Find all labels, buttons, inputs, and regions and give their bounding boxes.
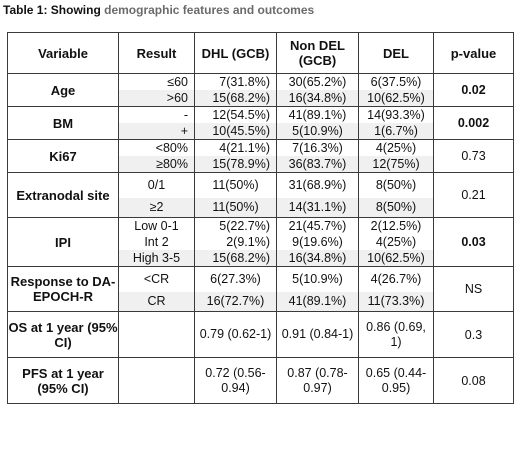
dhl-cell: 12(54.5%): [212, 108, 270, 122]
pvalue-response: NS: [433, 266, 514, 312]
result-cell: +: [119, 123, 194, 139]
result-cell: ≥2: [119, 198, 194, 217]
dhl-cell: 4(21.1%): [219, 141, 270, 155]
header-row: Variable Result DHL (GCB) Non DEL (GCB) …: [7, 32, 514, 74]
demographics-table: Variable Result DHL (GCB) Non DEL (GCB) …: [7, 32, 514, 404]
dhl-cell: 15(78.9%): [195, 156, 276, 172]
del-cell: 2(12.5%): [370, 219, 422, 233]
del-cell: 4(25%): [375, 141, 417, 155]
dhl-cell: 0.79 (0.62-1): [194, 311, 277, 358]
nondel-cell: 0.91 (0.84-1): [276, 311, 359, 358]
table-row-pfs: PFS at 1 year (95% CI) 0.72 (0.56-0.94) …: [7, 357, 514, 404]
dhl-cell: 10(45.5%): [195, 123, 276, 139]
result-cell: <80%: [155, 141, 188, 155]
table-caption: Table 1: Showing demographic features an…: [3, 3, 314, 17]
nondel-cell: 30(65.2%): [288, 75, 347, 89]
del-cell: 12(75%): [359, 156, 433, 172]
variable-ki67: Ki67: [7, 139, 119, 173]
table-row-extranodal: Extranodal site 0/1 ≥2 11(50%) 11(50%) 31(…: [7, 172, 514, 218]
caption-rest: demographic features and outcomes: [104, 3, 315, 17]
nondel-cell: 9(19.6%): [292, 235, 343, 249]
variable-ipi: IPI: [7, 217, 119, 267]
pvalue-os: 0.3: [433, 311, 514, 358]
result-cell: >60: [119, 90, 194, 106]
del-cell: 1(6.7%): [359, 123, 433, 139]
del-cell: 6(37.5%): [370, 75, 422, 89]
result-cell: CR: [119, 292, 194, 311]
del-cell: 0.86 (0.69, 1): [358, 311, 434, 358]
del-cell: 10(62.5%): [359, 250, 433, 266]
nondel-cell: 14(31.1%): [277, 198, 358, 217]
variable-extranodal: Extranodal site: [7, 172, 119, 218]
del-cell: 14(93.3%): [367, 108, 425, 122]
variable-response: Response to DA-EPOCH-R: [7, 266, 119, 312]
nondel-cell: 41(89.1%): [277, 292, 358, 311]
nondel-cell: 31(68.9%): [288, 178, 347, 192]
result-cell: ≤60: [167, 75, 188, 89]
variable-age: Age: [7, 73, 119, 107]
dhl-cell: 7(31.8%): [219, 75, 270, 89]
table-row-ipi: IPI Low 0-1 Int 2 High 3-5 5(22.7%) 2(9.1%)…: [7, 217, 514, 267]
result-empty: [118, 311, 195, 358]
pvalue-pfs: 0.08: [433, 357, 514, 404]
del-cell: 8(50%): [359, 198, 433, 217]
dhl-cell: 0.72 (0.56-0.94): [194, 357, 277, 404]
dhl-cell: 15(68.2%): [195, 90, 276, 106]
result-cell: High 3-5: [119, 250, 194, 266]
nondel-cell: 21(45.7%): [288, 219, 347, 233]
result-empty: [118, 357, 195, 404]
header-nondel: Non DEL (GCB): [276, 32, 359, 74]
header-dhl: DHL (GCB): [194, 32, 277, 74]
dhl-cell: 15(68.2%): [195, 250, 276, 266]
header-result: Result: [118, 32, 195, 74]
variable-pfs: PFS at 1 year (95% CI): [7, 357, 119, 404]
result-cell: 0/1: [147, 178, 166, 192]
dhl-cell: 11(50%): [212, 178, 259, 192]
result-cell: -: [183, 108, 188, 122]
pvalue-bm: 0.002: [433, 106, 514, 140]
nondel-cell: 5(10.9%): [277, 123, 358, 139]
table-row-bm: BM - + 12(54.5%) 10(45.5%) 41(89.1%) 5(10.9…: [7, 106, 514, 140]
table-row-ki67: Ki67 <80% ≥80% 4(21.1%) 15(78.9%) 7(16.3%)…: [7, 139, 514, 173]
pvalue-ipi: 0.03: [433, 217, 514, 267]
dhl-cell: 16(72.7%): [195, 292, 276, 311]
pvalue-age: 0.02: [433, 73, 514, 107]
header-variable: Variable: [7, 32, 119, 74]
dhl-cell: 5(22.7%): [219, 219, 270, 233]
dhl-cell: 2(9.1%): [226, 235, 270, 249]
pvalue-extranodal: 0.21: [433, 172, 514, 218]
table-row-response: Response to DA-EPOCH-R <CR CR 6(27.3%) 16(…: [7, 266, 514, 312]
del-cell: 0.65 (0.44-0.95): [358, 357, 434, 404]
result-cell: Low 0-1: [134, 219, 179, 233]
nondel-cell: 16(34.8%): [277, 90, 358, 106]
result-cell: <CR: [143, 272, 170, 286]
dhl-cell: 6(27.3%): [210, 272, 261, 286]
del-cell: 10(62.5%): [359, 90, 433, 106]
del-cell: 8(50%): [375, 178, 417, 192]
nondel-cell: 16(34.8%): [277, 250, 358, 266]
pvalue-ki67: 0.73: [433, 139, 514, 173]
table-row-age: Age ≤60 >60 7(31.8%) 15(68.2%) 30(65.2%) 16…: [7, 73, 514, 107]
nondel-cell: 41(89.1%): [288, 108, 347, 122]
result-cell: ≥80%: [119, 156, 194, 172]
dhl-cell: 11(50%): [195, 198, 276, 217]
result-cell: Int 2: [144, 235, 169, 249]
nondel-cell: 7(16.3%): [292, 141, 343, 155]
header-pvalue: p-value: [433, 32, 514, 74]
variable-os: OS at 1 year (95% CI): [7, 311, 119, 358]
del-cell: 11(73.3%): [359, 292, 433, 311]
caption-lead: Table 1: Showing: [3, 3, 101, 17]
variable-bm: BM: [7, 106, 119, 140]
header-del: DEL: [358, 32, 434, 74]
table-row-os: OS at 1 year (95% CI) 0.79 (0.62-1) 0.91…: [7, 311, 514, 358]
del-cell: 4(25%): [375, 235, 417, 249]
del-cell: 4(26.7%): [370, 272, 422, 286]
table-wrapper: Variable Result DHL (GCB) Non DEL (GCB) …: [7, 32, 514, 404]
nondel-cell: 5(10.9%): [292, 272, 343, 286]
nondel-cell: 0.87 (0.78-0.97): [276, 357, 359, 404]
nondel-cell: 36(83.7%): [277, 156, 358, 172]
